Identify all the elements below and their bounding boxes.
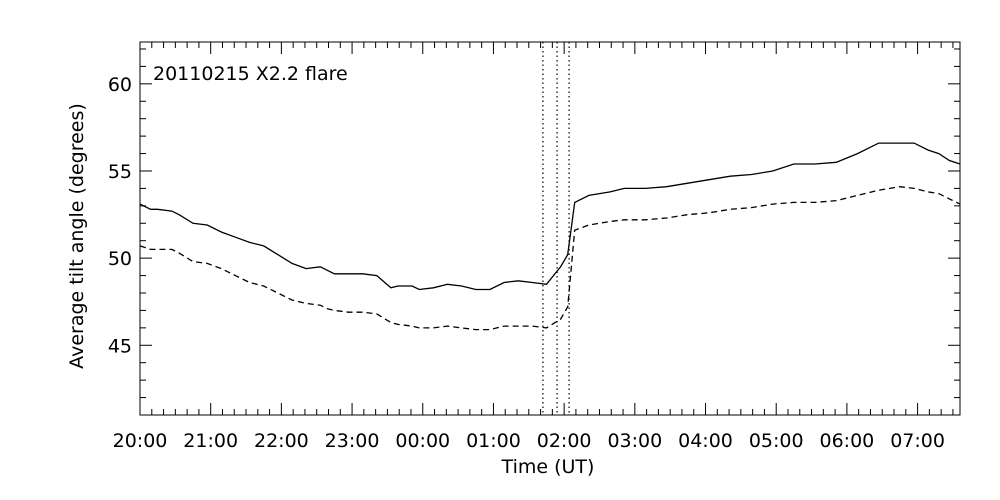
series-line-dashed: [139, 186, 961, 331]
y-tick-label: 45: [108, 335, 132, 357]
y-tick-label: 55: [108, 161, 132, 183]
axis-ticks: 45 50 55 60 20:00 21:00 22:00 23:00 00:00 01:00 02…: [108, 42, 960, 452]
x-tick-label: 03:00: [607, 430, 662, 452]
x-tick-label: 22:00: [254, 430, 309, 452]
x-tick-label: 05:00: [749, 430, 804, 452]
y-tick-label: 60: [108, 74, 132, 96]
y-tick-label: 50: [108, 248, 132, 270]
x-tick-label: 02:00: [537, 430, 592, 452]
plot-frame: [139, 41, 961, 416]
y-axis-title: Average tilt angle (degrees): [66, 103, 88, 369]
x-tick-label: 23:00: [325, 430, 380, 452]
x-tick-label: 01:00: [466, 430, 521, 452]
x-tick-label: 00:00: [395, 430, 450, 452]
x-tick-label: 07:00: [890, 430, 945, 452]
flare-annotation: 20110215 X2.2 flare: [153, 63, 348, 85]
x-tick-label: 20:00: [113, 430, 168, 452]
x-tick-label: 04:00: [678, 430, 733, 452]
x-tick-label: 21:00: [183, 430, 238, 452]
x-tick-label: 06:00: [820, 430, 875, 452]
x-axis-title: Time (UT): [501, 456, 595, 478]
plot-lines: [139, 142, 961, 331]
series-line-solid: [139, 142, 961, 291]
flare-time-markers: [542, 42, 570, 415]
